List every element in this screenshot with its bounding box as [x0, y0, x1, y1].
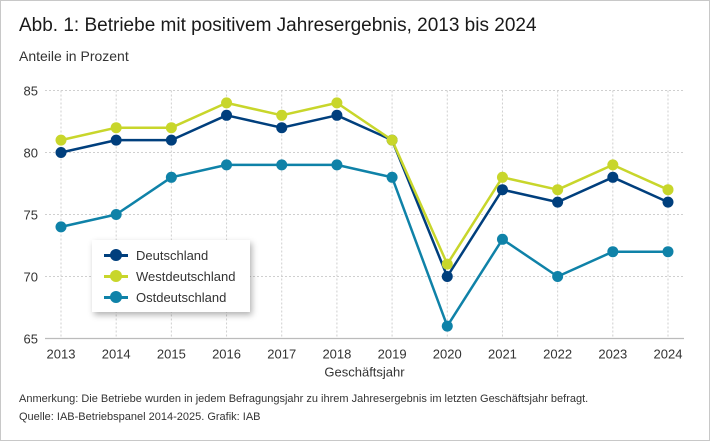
data-point-deutschland [607, 171, 619, 183]
legend-label: Westdeutschland [136, 268, 236, 284]
y-tick-label: 65 [24, 332, 38, 347]
data-point-westdeutschland [165, 122, 177, 134]
legend-label: Ostdeutschland [136, 289, 227, 305]
data-point-deutschland [55, 147, 67, 158]
legend-marker-icon [104, 249, 128, 261]
data-point-ostdeutschland [276, 159, 288, 171]
data-point-ostdeutschland [441, 320, 453, 332]
legend-item-ostdeutschland: Ostdeutschland [104, 287, 226, 307]
y-tick-label: 80 [24, 146, 38, 161]
data-point-ostdeutschland [221, 159, 233, 171]
chart-title: Abb. 1: Betriebe mit positivem Jahreserg… [19, 15, 537, 36]
data-point-deutschland [331, 109, 343, 121]
data-point-ostdeutschland [386, 171, 398, 183]
data-point-westdeutschland [276, 109, 288, 121]
chart-source: Quelle: IAB-Betriebspanel 2014-2025. Gra… [19, 411, 261, 423]
x-axis-title: Geschäftsjahr [324, 365, 405, 380]
x-tick-label: 2016 [212, 347, 241, 362]
x-tick-label: 2023 [598, 347, 627, 362]
legend-label: Deutschland [136, 247, 209, 263]
x-tick-label: 2014 [102, 347, 131, 362]
data-point-ostdeutschland [110, 209, 122, 220]
data-point-westdeutschland [221, 97, 233, 109]
data-point-ostdeutschland [662, 246, 674, 258]
y-tick-label: 70 [24, 270, 38, 285]
x-tick-label: 2017 [267, 347, 296, 362]
x-tick-label: 2018 [322, 347, 351, 362]
data-point-deutschland [552, 196, 564, 208]
data-point-westdeutschland [662, 184, 674, 196]
series-line-deutschland [60, 114, 669, 278]
x-tick-label: 2015 [157, 347, 186, 362]
data-point-westdeutschland [607, 159, 619, 171]
data-point-ostdeutschland [331, 159, 343, 171]
chart-note: Anmerkung: Die Betriebe wurden in jedem … [19, 393, 589, 405]
data-point-deutschland [441, 271, 453, 282]
data-point-westdeutschland [110, 122, 122, 134]
data-point-westdeutschland [496, 171, 508, 183]
data-point-deutschland [276, 122, 288, 134]
series-line-westdeutschland [60, 101, 669, 266]
x-tick-label: 2020 [433, 347, 462, 362]
x-tick-label: 2024 [654, 347, 683, 362]
legend-item-deutschland: Deutschland [104, 245, 208, 265]
x-tick-label: 2021 [488, 347, 517, 362]
data-point-ostdeutschland [607, 246, 619, 258]
legend-marker-icon [104, 291, 128, 303]
data-point-westdeutschland [552, 184, 564, 196]
data-point-westdeutschland [331, 97, 343, 109]
data-point-westdeutschland [386, 134, 398, 146]
data-point-deutschland [496, 184, 508, 196]
legend-marker-icon [104, 270, 128, 282]
chart-subtitle: Anteile in Prozent [19, 48, 129, 64]
data-point-westdeutschland [55, 134, 67, 146]
legend-item-westdeutschland: Westdeutschland [104, 266, 236, 286]
data-point-deutschland [110, 134, 122, 146]
data-point-ostdeutschland [165, 171, 177, 183]
series-line-ostdeutschland [60, 163, 668, 328]
data-point-ostdeutschland [496, 233, 508, 245]
y-tick-label: 75 [24, 208, 38, 223]
x-tick-label: 2022 [543, 347, 572, 362]
legend: Deutschland Westdeutschland Ostdeutschla… [92, 240, 250, 312]
x-tick-label: 2013 [47, 347, 76, 362]
data-point-ostdeutschland [55, 221, 67, 233]
y-tick-label: 85 [24, 84, 38, 99]
data-point-deutschland [662, 196, 674, 208]
data-point-westdeutschland [441, 258, 453, 270]
x-tick-label: 2019 [378, 347, 407, 362]
data-point-deutschland [165, 134, 177, 146]
data-point-deutschland [221, 109, 233, 121]
data-point-ostdeutschland [552, 271, 564, 282]
